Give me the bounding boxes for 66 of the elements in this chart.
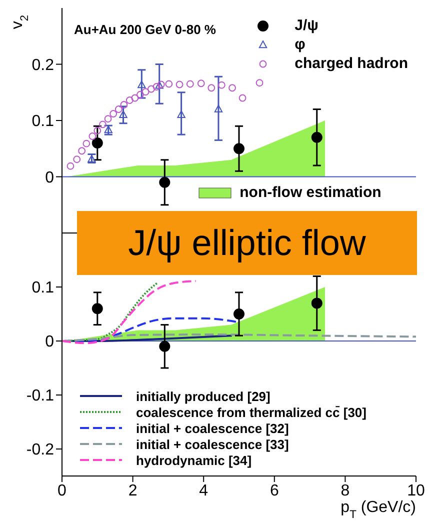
point: [82, 140, 90, 148]
point: [73, 156, 81, 164]
point: [131, 94, 139, 102]
legend-label: initially produced [29]: [136, 388, 270, 404]
line-series: [62, 334, 416, 342]
x-tick-label: 2: [128, 482, 138, 500]
x-tick-label: 8: [340, 482, 350, 500]
y-tick-label: 0: [45, 169, 54, 186]
legend-label: non-flow estimation: [240, 184, 382, 201]
point: [78, 147, 86, 155]
point: [256, 79, 264, 87]
legend-label: φ: [294, 36, 306, 53]
x-tick-label: 6: [270, 482, 279, 500]
point: [238, 94, 246, 102]
point: [218, 81, 226, 89]
legend-label: charged hadron: [294, 55, 408, 72]
legend-label: initial + coalescence [32]: [136, 420, 289, 436]
point: [120, 101, 128, 108]
point: [234, 308, 244, 320]
point: [177, 110, 186, 118]
point: [148, 85, 155, 93]
y-tick-label: 0.1: [32, 113, 54, 130]
point: [165, 80, 173, 88]
annotation: Au+Au 200 GeV 0-80 %: [74, 22, 216, 37]
point: [159, 340, 170, 352]
point: [311, 298, 322, 309]
point: [126, 96, 134, 104]
point: [197, 80, 205, 88]
legend-label: initial + coalescence [33]: [136, 436, 289, 452]
line-series: [62, 280, 197, 344]
y-tick-label: -0.1: [26, 388, 54, 405]
y-tick-label: 0.2: [32, 56, 54, 74]
point: [99, 120, 106, 128]
annotation: J/ψ elliptic flow: [77, 211, 417, 275]
point: [228, 84, 236, 92]
point: [176, 80, 184, 88]
x-tick-label: 4: [199, 482, 208, 500]
point: [66, 162, 74, 170]
point: [152, 83, 160, 90]
legend-label: hydrodynamic [34]: [136, 452, 252, 468]
point: [142, 88, 150, 96]
point: [138, 80, 146, 88]
point: [92, 138, 103, 148]
point: [136, 90, 144, 98]
point: [94, 126, 102, 134]
point: [311, 132, 322, 143]
point: [214, 104, 223, 112]
point: [110, 110, 118, 118]
x-tick-label: 10: [407, 482, 425, 500]
x-axis-title: p$_{T}$ (GeV/c): [340, 499, 416, 521]
point: [114, 106, 122, 113]
legend-label: coalescence from thermalized cc̄ [30]: [136, 404, 366, 420]
x-tick-label: 0: [58, 482, 67, 500]
point: [88, 132, 96, 140]
point: [159, 176, 170, 188]
point: [208, 84, 216, 92]
y-tick-label: -0.2: [26, 442, 54, 459]
point: [92, 303, 103, 314]
point: [157, 80, 165, 88]
point: [186, 80, 194, 88]
point: [104, 115, 112, 123]
legend-label: J/ψ: [294, 17, 318, 34]
point: [119, 110, 128, 118]
y-tick-label: 0: [45, 334, 54, 351]
y-tick-label: 0.1: [32, 280, 54, 297]
point: [234, 143, 244, 154]
